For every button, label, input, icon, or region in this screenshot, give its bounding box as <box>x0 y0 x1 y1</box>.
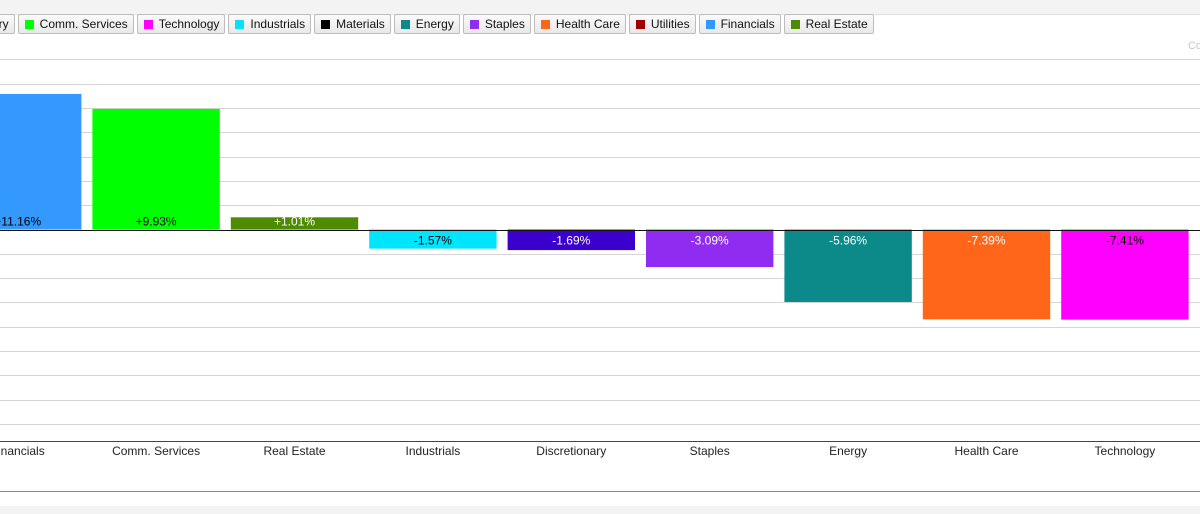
legend-swatch <box>635 19 645 29</box>
bottom-band <box>0 506 1200 514</box>
legend-label: Industrials <box>250 17 306 31</box>
legend-label: Financials <box>720 17 775 31</box>
legend-swatch <box>24 19 34 29</box>
category-label: Staples <box>690 444 730 458</box>
legend-item[interactable]: Energy <box>393 14 460 34</box>
bar <box>92 108 220 230</box>
legend-item[interactable]: Real Estate <box>783 14 874 34</box>
legend-item[interactable]: Staples <box>462 14 531 34</box>
corner-text: Co <box>1187 40 1200 52</box>
legend-label: Real Estate <box>805 17 868 31</box>
category-label: Real Estate <box>263 444 325 458</box>
legend-label: Utilities <box>650 17 690 31</box>
category-label: Energy <box>829 444 867 458</box>
category-label: Comm. Services <box>112 444 200 458</box>
category-label: Technology <box>1095 444 1156 458</box>
category-label: Industrials <box>406 444 461 458</box>
legend-label: Health Care <box>555 17 620 31</box>
legend-swatch <box>400 19 410 29</box>
legend-swatch <box>321 19 331 29</box>
category-label: Health Care <box>954 444 1018 458</box>
legend: ary Comm. Services Technology Industrials Ma… <box>0 14 874 38</box>
data-label: -7.41% <box>1106 234 1144 248</box>
legend-label: Materials <box>336 17 385 31</box>
bar <box>0 93 82 230</box>
legend-swatch <box>540 19 550 29</box>
legend-item[interactable]: Industrials <box>228 14 312 34</box>
bar <box>1061 229 1189 320</box>
legend-item[interactable]: Financials <box>698 14 781 34</box>
data-label: +1.01% <box>274 215 315 229</box>
top-band <box>0 0 1200 15</box>
legend-swatch <box>143 19 153 29</box>
legend-label: Technology <box>158 17 220 31</box>
legend-label: Comm. Services <box>39 17 128 31</box>
bar <box>646 229 774 268</box>
legend-swatch <box>790 19 800 29</box>
legend-swatch <box>469 19 479 29</box>
legend-item[interactable]: Utilities <box>628 14 696 34</box>
bottom-rule <box>0 491 1200 492</box>
category-label: Discretionary <box>536 444 606 458</box>
bar <box>369 229 497 249</box>
bar <box>230 217 359 230</box>
legend-item[interactable]: Technology <box>136 14 226 34</box>
legend-item[interactable]: Health Care <box>533 14 626 34</box>
data-label: -1.69% <box>552 234 590 248</box>
legend-label: Energy <box>415 17 454 31</box>
legend-item[interactable]: ary <box>0 14 15 34</box>
data-label: -1.57% <box>414 234 452 248</box>
legend-item[interactable]: Materials <box>314 14 391 34</box>
data-label: -3.09% <box>691 234 729 248</box>
legend-swatch <box>705 19 715 29</box>
legend-swatch <box>235 19 245 29</box>
legend-label: Staples <box>484 17 525 31</box>
sector-performance-chart: +11.16% Financials +9.93% Comm. Services +1.… <box>0 59 1200 458</box>
legend-label: ary <box>0 17 9 31</box>
data-label: +9.93% <box>136 215 177 229</box>
bar <box>922 229 1051 320</box>
legend-item[interactable]: Comm. Services <box>17 14 134 34</box>
data-label: +11.16% <box>0 215 41 229</box>
data-label: -5.96% <box>829 234 867 248</box>
data-label: -7.39% <box>967 234 1005 248</box>
category-label: Financials <box>0 444 45 458</box>
bar <box>507 229 635 251</box>
bar <box>784 229 912 302</box>
